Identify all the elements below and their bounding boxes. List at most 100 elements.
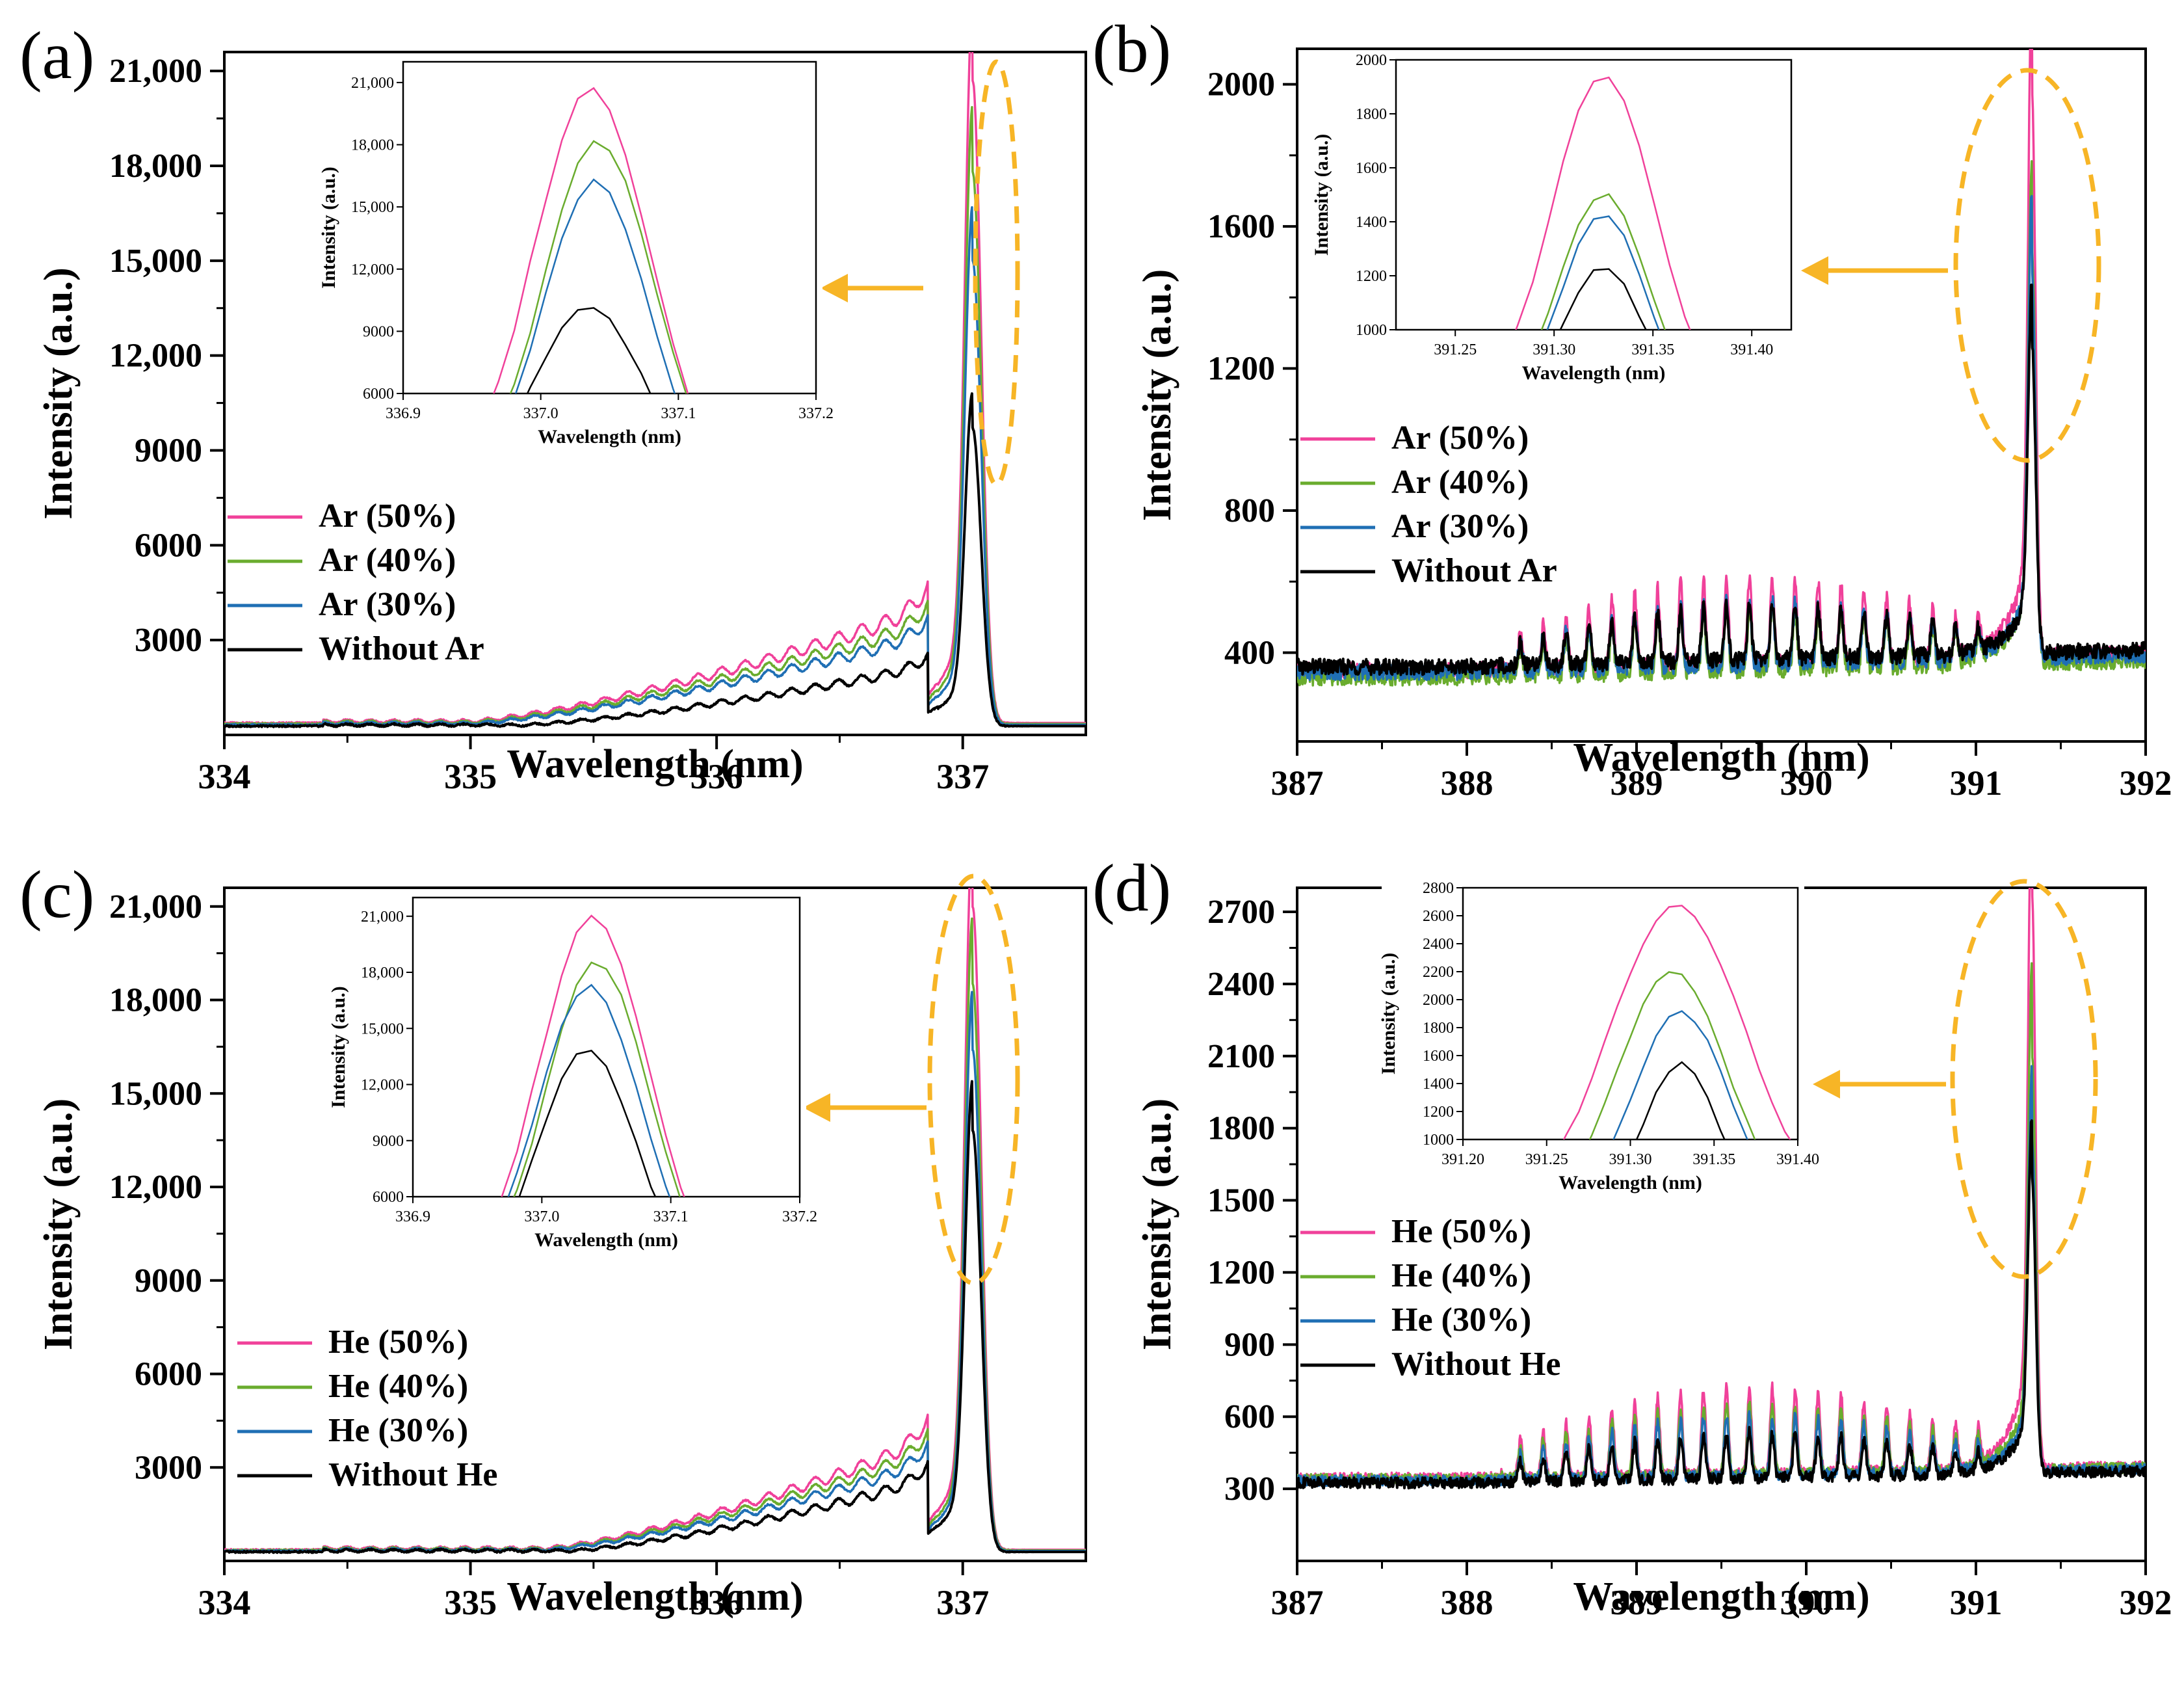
y-tick-label: 900 — [1224, 1326, 1275, 1363]
y-tick-label: 12,000 — [109, 1169, 202, 1206]
panel-c: (c)30006000900012,00015,00018,00021,0003… — [20, 857, 1087, 1622]
legend-label: He (30%) — [1391, 1301, 1531, 1338]
inset-x-tick-label: 391.30 — [1533, 341, 1575, 358]
legend-label: Ar (50%) — [319, 498, 456, 535]
inset-frame — [412, 896, 801, 1198]
inset-y-tick-label: 2000 — [1423, 992, 1454, 1009]
x-tick-label: 389 — [1611, 764, 1663, 803]
arrow-head — [803, 1093, 830, 1122]
legend-label: Without He — [328, 1456, 498, 1493]
inset-frame — [1395, 59, 1793, 331]
inset-x-tick-label: 337.1 — [661, 405, 696, 422]
y-tick-label: 21,000 — [109, 888, 202, 925]
inset-x-axis-title: Wavelength (nm) — [1559, 1172, 1702, 1193]
legend-label: Without He — [1391, 1346, 1561, 1383]
inset-y-tick-label: 1400 — [1423, 1076, 1454, 1093]
inset-y-tick-label: 1000 — [1423, 1132, 1454, 1149]
series-line-without-he — [1297, 1119, 2146, 1490]
legend-label: He (50%) — [328, 1324, 468, 1361]
inset-b: 1000 1200 1400 1600 1800 2000 391.25 391.30 391.… — [1311, 52, 1798, 398]
legend: He (50%) He (40%) He (30%) Without He — [237, 1324, 498, 1493]
legend-label: He (30%) — [328, 1412, 468, 1449]
panel-label: (b) — [1092, 12, 1171, 87]
series-line-ar-30- — [224, 206, 1086, 727]
inset-y-tick-label: 2600 — [1423, 908, 1454, 925]
y-tick-label: 800 — [1224, 492, 1275, 529]
inset-series-line-ar-30- — [1546, 215, 1660, 330]
inset-background — [1382, 881, 1804, 1208]
legend-label: Ar (30%) — [1391, 508, 1529, 545]
inset-y-tick-label: 18,000 — [361, 965, 404, 981]
y-tick-label: 15,000 — [109, 243, 202, 280]
y-tick-label: 12,000 — [109, 338, 202, 375]
inset-series-line-without-he — [518, 1050, 657, 1197]
legend-label: Ar (30%) — [319, 586, 456, 623]
y-axis: 400 800 1200 1600 2000 — [1207, 66, 1297, 671]
y-tick-label: 6000 — [135, 527, 202, 564]
inset-series-group — [493, 87, 689, 393]
inset-a: 6000 9000 12,000 15,000 18,000 21,000 336.9 337… — [318, 55, 834, 462]
y-tick-label: 18,000 — [109, 982, 202, 1019]
x-axis-title: Wavelength (nm) — [1573, 1575, 1869, 1619]
inset-series-line-he-50- — [1562, 905, 1791, 1139]
inset-d: 1000 1200 1400 1600 1800 2000 2200 2400 2600 2800… — [1378, 880, 1819, 1208]
legend-label: He (50%) — [1391, 1213, 1531, 1250]
inset-series-line-ar-50- — [493, 87, 689, 393]
inset-series-line-without-ar — [526, 307, 651, 393]
x-tick-label: 390 — [1780, 764, 1833, 803]
x-tick-label: 389 — [1611, 1583, 1663, 1622]
y-tick-label: 2400 — [1207, 966, 1275, 1003]
inset-x-tick-label: 391.40 — [1730, 341, 1773, 358]
inset-x-tick-label: 391.40 — [1776, 1151, 1819, 1168]
inset-series-line-without-ar — [1559, 268, 1647, 330]
inset-series-line-ar-40- — [509, 140, 687, 393]
y-tick-label: 3000 — [135, 1449, 202, 1486]
inset-x-axis-title: Wavelength (nm) — [534, 1229, 678, 1251]
x-tick-label: 391 — [1950, 1583, 2003, 1622]
inset-y-tick-label: 12,000 — [351, 261, 394, 278]
inset-x-tick-label: 391.25 — [1434, 341, 1477, 358]
inset-y-tick-label: 1200 — [1423, 1104, 1454, 1121]
x-tick-label: 390 — [1780, 1583, 1833, 1622]
y-axis: 300 600 900 1200 1500 1800 2100 2400 2700 — [1207, 894, 1297, 1508]
inset-frame — [402, 60, 817, 395]
panel-label: (d) — [1092, 851, 1171, 925]
inset-x-tick-label: 391.35 — [1692, 1151, 1735, 1168]
y-tick-label: 1200 — [1207, 1254, 1275, 1291]
inset-x-tick-label: 391.35 — [1631, 341, 1674, 358]
x-tick-label: 387 — [1271, 764, 1324, 803]
inset-y-tick-label: 1800 — [1423, 1020, 1454, 1037]
inset-y-axis-title: Intensity (a.u.) — [318, 166, 339, 289]
x-tick-label: 335 — [444, 1583, 497, 1622]
x-tick-label: 392 — [2120, 1583, 2172, 1622]
inset-y-tick-label: 12,000 — [361, 1077, 404, 1094]
series-group — [224, 52, 1086, 728]
x-tick-label: 387 — [1271, 1583, 1324, 1622]
inset-x-tick-label: 336.9 — [395, 1208, 430, 1225]
y-tick-label: 400 — [1224, 634, 1275, 671]
y-tick-label: 9000 — [135, 1262, 202, 1299]
inset-series-group — [501, 914, 685, 1197]
inset-series-line-ar-50- — [1515, 76, 1691, 330]
legend: He (50%) He (40%) He (30%) Without He — [1300, 1213, 1561, 1383]
x-axis-title: Wavelength (nm) — [507, 742, 803, 786]
inset-x-tick-label: 337.2 — [798, 405, 834, 422]
inset-y-axis-title: Intensity (a.u.) — [328, 986, 349, 1108]
x-tick-label: 334 — [198, 757, 251, 796]
panel-label: (c) — [20, 857, 94, 932]
x-tick-label: 334 — [198, 1583, 251, 1622]
x-tick-label: 388 — [1441, 1583, 1493, 1622]
y-tick-label: 600 — [1224, 1398, 1275, 1435]
x-tick-label: 337 — [936, 757, 989, 796]
x-tick-label: 336 — [691, 1583, 743, 1622]
y-tick-label: 1200 — [1207, 351, 1275, 388]
arrow-head — [1813, 1070, 1840, 1098]
legend: Ar (50%) Ar (40%) Ar (30%) Without Ar — [228, 498, 484, 667]
y-tick-label: 3000 — [135, 622, 202, 659]
x-tick-label: 388 — [1441, 764, 1493, 803]
y-axis-title: Intensity (a.u.) — [36, 1098, 81, 1351]
inset-x-tick-label: 336.9 — [386, 405, 421, 422]
inset-y-axis-title: Intensity (a.u.) — [1311, 134, 1332, 256]
inset-y-tick-label: 9000 — [363, 323, 394, 340]
